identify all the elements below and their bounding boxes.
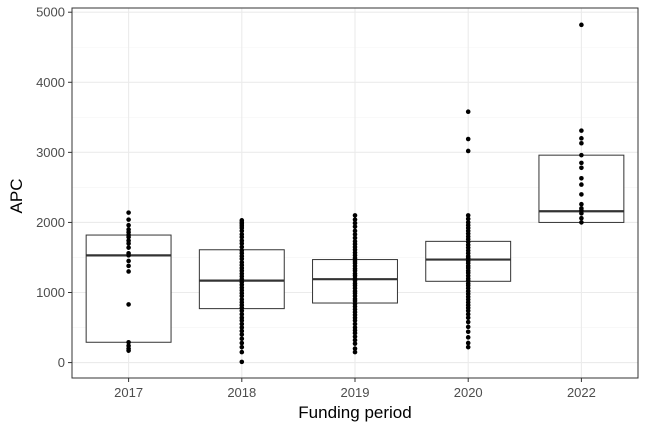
data-point [352, 228, 358, 234]
data-point [465, 216, 471, 222]
data-point [126, 241, 131, 246]
data-point [579, 220, 584, 225]
data-point [579, 136, 584, 141]
data-point [465, 340, 471, 346]
data-point [126, 348, 131, 353]
data-point [352, 235, 358, 241]
y-axis-title: APC [7, 179, 26, 214]
y-tick-label: 0 [58, 355, 65, 370]
data-point [239, 340, 245, 346]
data-point [239, 349, 245, 355]
data-point [465, 311, 471, 317]
data-point [579, 182, 584, 187]
data-point [126, 234, 131, 240]
data-point [239, 228, 245, 234]
x-tick-label: 2020 [454, 385, 483, 400]
data-point [239, 336, 245, 342]
data-point [352, 213, 358, 218]
data-point [239, 344, 245, 350]
data-point [239, 359, 245, 365]
data-point [126, 222, 131, 228]
x-tick-label: 2019 [341, 385, 370, 400]
data-point [239, 241, 245, 246]
data-point [352, 217, 358, 222]
x-tick-label: 2017 [114, 385, 143, 400]
data-point [126, 217, 131, 222]
data-point [352, 349, 358, 355]
data-point [239, 311, 245, 317]
data-point [352, 220, 358, 226]
data-point [465, 344, 471, 350]
x-tick-label: 2022 [567, 385, 596, 400]
data-point [465, 148, 471, 154]
data-point [579, 152, 584, 158]
data-point [239, 234, 245, 240]
data-point [465, 335, 471, 340]
data-point [239, 321, 245, 327]
data-point [126, 245, 131, 250]
data-point [465, 315, 471, 321]
data-point [239, 256, 245, 262]
data-point [352, 232, 358, 237]
y-tick-label: 3000 [36, 145, 65, 160]
data-point [352, 321, 358, 327]
data-point [352, 337, 358, 343]
x-tick-label: 2018 [227, 385, 256, 400]
y-axis: 0 1000 2000 3000 4000 5000 [36, 5, 72, 370]
data-point [579, 160, 584, 166]
data-point [352, 224, 358, 229]
y-tick-label: 5000 [36, 5, 65, 20]
data-point [126, 339, 131, 345]
data-point [239, 328, 245, 334]
data-point [465, 324, 471, 330]
data-point [239, 244, 245, 250]
y-tick-label: 2000 [36, 215, 65, 230]
data-point [126, 253, 131, 258]
data-point [239, 332, 245, 337]
data-point [465, 329, 471, 335]
data-point [579, 201, 584, 207]
data-point [126, 263, 131, 269]
data-point [126, 210, 131, 215]
data-point [579, 215, 584, 221]
data-point [465, 109, 471, 115]
data-point [352, 346, 358, 351]
data-point [126, 269, 131, 274]
y-tick-label: 1000 [36, 285, 65, 300]
data-point [465, 136, 471, 142]
data-point [465, 308, 471, 314]
x-axis: 2017 2018 2019 2020 2022 [114, 378, 596, 400]
data-point [126, 302, 131, 307]
data-point [579, 165, 584, 171]
data-point [239, 318, 245, 323]
data-point [239, 325, 245, 330]
data-point [352, 318, 358, 323]
data-point [352, 341, 358, 346]
data-point [579, 192, 584, 197]
data-point [239, 308, 245, 314]
data-point [579, 22, 584, 28]
data-point [465, 213, 471, 218]
data-point [579, 175, 584, 181]
y-tick-label: 4000 [36, 75, 65, 90]
data-point [239, 293, 245, 299]
data-point [579, 211, 584, 216]
data-point [579, 128, 584, 133]
points-group [126, 22, 584, 365]
x-axis-title: Funding period [298, 403, 411, 422]
data-point [465, 319, 471, 325]
data-point [352, 334, 358, 339]
data-point [579, 140, 584, 146]
data-point [126, 258, 131, 264]
data-point [352, 330, 358, 336]
